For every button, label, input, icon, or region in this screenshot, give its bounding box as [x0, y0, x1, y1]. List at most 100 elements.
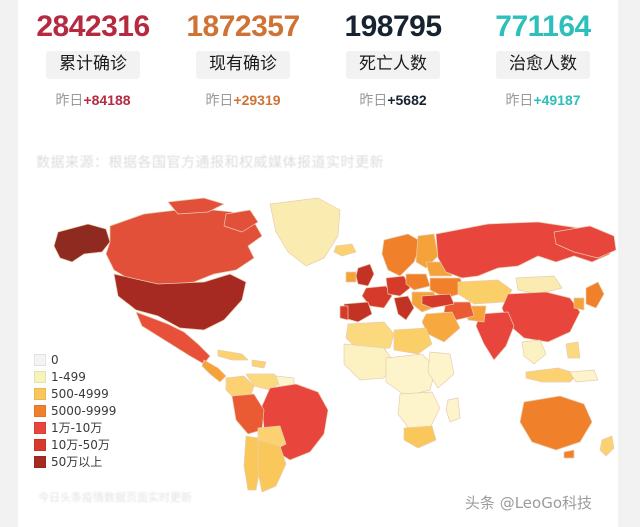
map-region-canadian-arctic[interactable] — [167, 197, 225, 215]
map-region-southeast-asia[interactable] — [521, 339, 547, 365]
map-region-iceland[interactable] — [333, 243, 357, 257]
map-region-philippines[interactable] — [565, 341, 581, 359]
legend-label: 1-499 — [51, 370, 86, 384]
stat-delta-value: +29319 — [233, 92, 281, 108]
map-region-germany[interactable] — [385, 275, 411, 297]
map-region-tasmania[interactable] — [563, 449, 575, 459]
stat-delta: 昨日+29319 — [205, 91, 280, 110]
map-region-central-america[interactable] — [201, 359, 227, 383]
stat-delta-value: +5682 — [387, 92, 427, 108]
map-region-ireland[interactable] — [345, 271, 357, 283]
stat-value: 1872357 — [186, 10, 300, 43]
stat-label-pill: 现有确诊 — [196, 51, 290, 79]
map-region-poland[interactable] — [405, 273, 431, 291]
map-region-china[interactable] — [501, 291, 581, 343]
legend-swatch-icon — [34, 371, 46, 383]
legend-swatch-icon — [34, 405, 46, 417]
map-region-madagascar[interactable] — [445, 397, 461, 423]
map-region-ukraine[interactable] — [429, 277, 467, 299]
map-region-argentina[interactable] — [257, 439, 287, 493]
stat-delta: 昨日+49187 — [505, 91, 580, 110]
legend-item[interactable]: 500-4999 — [34, 386, 116, 402]
map-region-indonesia[interactable] — [525, 367, 579, 383]
stat-label-pill: 死亡人数 — [346, 51, 440, 79]
legend-item[interactable]: 0 — [34, 352, 116, 368]
stat-label: 现有确诊 — [209, 54, 277, 74]
map-region-south-africa[interactable] — [403, 425, 437, 449]
stat-value: 198795 — [344, 10, 442, 43]
stat-value: 771164 — [495, 10, 591, 43]
map-region-scandinavia[interactable] — [381, 233, 423, 277]
legend-item[interactable]: 50万以上 — [34, 454, 116, 470]
stat-card-deaths[interactable]: 198795 死亡人数 昨日+5682 — [318, 6, 468, 110]
legend-label: 500-4999 — [51, 387, 109, 401]
legend-label: 50万以上 — [51, 455, 103, 469]
map-region-hispaniola[interactable] — [251, 359, 267, 369]
world-map[interactable]: 0 1-499 500-4999 5000-9999 1万-10万 — [18, 196, 618, 527]
stat-label-pill: 累计确诊 — [46, 51, 140, 79]
watermark-text: 头条 @LeoGo科技 — [464, 494, 592, 512]
stat-card-confirmed-total[interactable]: 2842316 累计确诊 昨日+84188 — [18, 6, 168, 110]
stat-strip: 2842316 累计确诊 昨日+84188 1872357 现有确诊 昨日+29… — [18, 6, 618, 110]
stat-delta-prefix: 昨日 — [505, 93, 534, 109]
map-region-korea[interactable] — [573, 297, 585, 311]
legend-item[interactable]: 10万-50万 — [34, 437, 116, 453]
map-region-morocco-algeria[interactable] — [345, 321, 395, 351]
legend-swatch-icon — [34, 422, 46, 434]
stat-delta-value: +49187 — [533, 92, 581, 108]
map-region-australia[interactable] — [519, 395, 593, 451]
stat-delta-prefix: 昨日 — [55, 93, 84, 109]
stat-delta: 昨日+5682 — [359, 91, 426, 110]
map-region-new-guinea[interactable] — [569, 369, 599, 383]
map-region-france[interactable] — [361, 285, 393, 309]
map-region-greenland[interactable] — [269, 197, 341, 267]
stat-label-pill: 治愈人数 — [496, 51, 590, 79]
legend-label: 5000-9999 — [51, 404, 117, 418]
stat-delta-value: +84188 — [83, 92, 131, 108]
map-region-venezuela[interactable] — [245, 373, 283, 391]
epidemic-dashboard-page: 2842316 累计确诊 昨日+84188 1872357 现有确诊 昨日+29… — [18, 0, 618, 527]
legend-swatch-icon — [34, 456, 46, 468]
map-region-mongolia[interactable] — [515, 275, 563, 295]
data-source-note: 数据来源：根据各国官方通报和权威媒体报道实时更新 — [36, 155, 384, 171]
stat-value: 2842316 — [36, 10, 150, 43]
map-region-turkey[interactable] — [421, 293, 455, 309]
map-legend: 0 1-499 500-4999 5000-9999 1万-10万 — [34, 352, 116, 470]
stat-label: 治愈人数 — [509, 54, 577, 74]
map-region-cuba[interactable] — [217, 349, 249, 361]
legend-item[interactable]: 1万-10万 — [34, 420, 116, 436]
legend-label: 1万-10万 — [51, 421, 103, 435]
stat-delta-prefix: 昨日 — [359, 93, 388, 109]
map-region-east-africa[interactable] — [427, 351, 455, 389]
map-region-new-zealand[interactable] — [599, 435, 615, 457]
map-region-united-kingdom[interactable] — [355, 263, 375, 287]
map-region-central-africa[interactable] — [385, 353, 437, 397]
legend-swatch-icon — [34, 388, 46, 400]
map-region-southern-africa[interactable] — [397, 391, 441, 431]
map-region-chile[interactable] — [243, 435, 261, 491]
legend-swatch-icon — [34, 439, 46, 451]
stat-label: 累计确诊 — [59, 54, 127, 74]
legend-item[interactable]: 1-499 — [34, 369, 116, 385]
map-region-italy[interactable] — [393, 295, 415, 321]
stat-card-recovered[interactable]: 771164 治愈人数 昨日+49187 — [468, 6, 618, 110]
stat-delta-prefix: 昨日 — [205, 93, 234, 109]
map-region-libya-egypt[interactable] — [393, 327, 433, 355]
world-map-svg[interactable] — [18, 196, 618, 496]
map-region-saudi-arabia[interactable] — [421, 311, 461, 343]
map-region-japan[interactable] — [585, 281, 605, 309]
map-region-india[interactable] — [475, 311, 515, 361]
map-region-baffin-island[interactable] — [223, 209, 259, 233]
map-region-alaska[interactable] — [53, 223, 111, 263]
legend-label: 10万-50万 — [51, 438, 110, 452]
stat-card-confirmed-current[interactable]: 1872357 现有确诊 昨日+29319 — [168, 6, 318, 110]
map-region-portugal[interactable] — [339, 305, 349, 321]
map-region-kazakhstan[interactable] — [457, 279, 513, 305]
map-region-west-africa[interactable] — [343, 343, 395, 381]
map-region-russia-east[interactable] — [553, 225, 617, 259]
legend-item[interactable]: 5000-9999 — [34, 403, 116, 419]
map-region-canada[interactable] — [105, 207, 263, 287]
stat-label: 死亡人数 — [359, 54, 427, 74]
map-region-united-states[interactable] — [113, 273, 247, 331]
